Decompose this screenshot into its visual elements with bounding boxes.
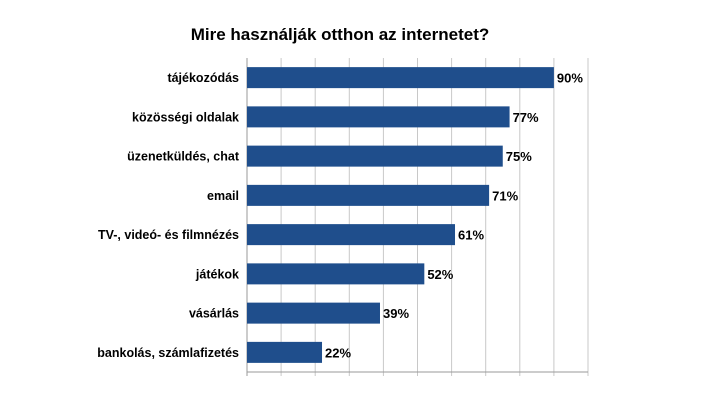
- category-label: TV-, videó- és filmnézés: [98, 228, 239, 242]
- category-label: email: [207, 189, 239, 203]
- data-label: 61%: [458, 228, 484, 243]
- data-label: 77%: [513, 110, 539, 125]
- data-label: 22%: [325, 345, 351, 360]
- category-label: közösségi oldalak: [132, 110, 239, 124]
- bar: [247, 106, 510, 128]
- category-labels: tájékozódás közösségi oldalak üzenetküldés…: [97, 71, 240, 360]
- bar: [247, 341, 323, 363]
- category-label: játékok: [195, 267, 239, 281]
- gridlines: [246, 58, 589, 376]
- bar: [247, 263, 425, 285]
- bar: [247, 145, 503, 167]
- bar: [247, 302, 380, 324]
- data-label: 90%: [557, 71, 583, 86]
- data-label: 71%: [492, 188, 518, 203]
- chart-title: Mire használják otthon az internetet?: [191, 25, 490, 44]
- category-label: vásárlás: [189, 307, 239, 321]
- bar: [247, 224, 456, 246]
- data-label: 52%: [427, 267, 453, 282]
- data-label: 39%: [383, 306, 409, 321]
- category-label: tájékozódás: [167, 71, 239, 85]
- bar: [247, 184, 490, 206]
- bar: [247, 67, 554, 89]
- data-labels: 90% 77% 75% 71% 61% 52% 39% 22%: [325, 71, 583, 361]
- data-label: 75%: [506, 149, 532, 164]
- category-label: bankolás, számlafizetés: [97, 346, 239, 360]
- bars: [247, 67, 554, 363]
- category-label: üzenetküldés, chat: [127, 150, 240, 164]
